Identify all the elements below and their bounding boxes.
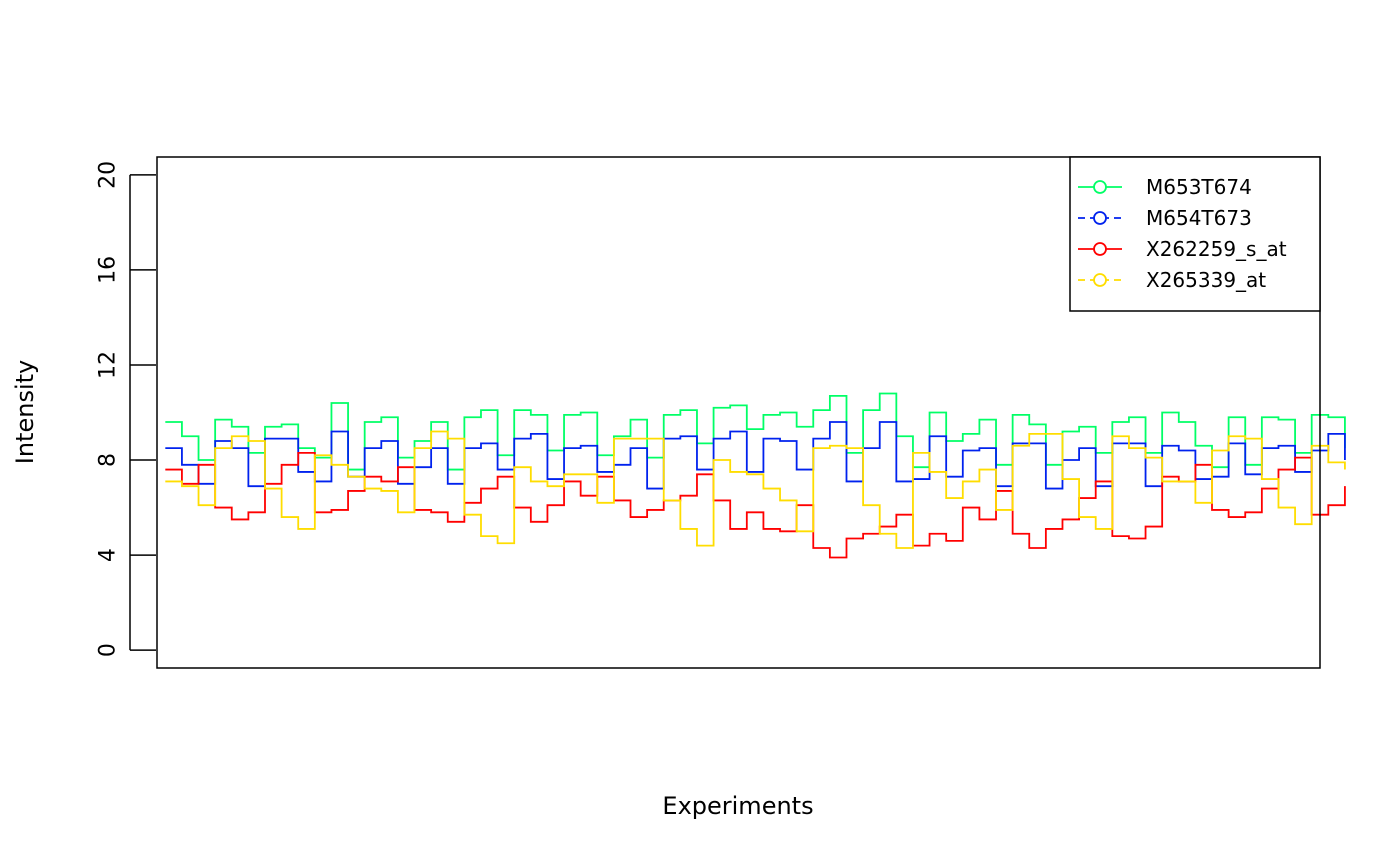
plot-frame [156, 156, 1321, 669]
legend-marker [1093, 211, 1107, 225]
y-tick-label: 4 [96, 548, 121, 562]
y-tick-label: 8 [96, 453, 121, 467]
legend-label: X265339_at [1146, 268, 1266, 292]
series-line-m653t674 [165, 392, 1346, 471]
series-line-x265339-at [165, 430, 1346, 549]
y-axis-label: Intensity [11, 360, 39, 464]
y-tick-label: 16 [96, 256, 121, 284]
y-axis: 0 4 8 12 16 20 [96, 161, 156, 657]
x-axis-label: Experiments [662, 792, 813, 820]
series-layer [165, 392, 1346, 559]
legend-marker [1093, 273, 1107, 287]
series-line-m654t673 [165, 421, 1346, 490]
y-tick-label: 0 [96, 643, 121, 657]
legend: M653T674 M654T673 X262259_s_at X265339_at [1069, 156, 1321, 312]
legend-label: X262259_s_at [1146, 237, 1287, 261]
y-tick-label: 12 [96, 351, 121, 379]
legend-box [1069, 156, 1321, 312]
legend-marker [1093, 242, 1107, 256]
legend-marker [1093, 180, 1107, 194]
series-line-x262259-s-at [165, 452, 1346, 559]
legend-label: M654T673 [1146, 206, 1252, 230]
legend-label: M653T674 [1146, 175, 1252, 199]
y-tick-label: 20 [96, 161, 121, 189]
